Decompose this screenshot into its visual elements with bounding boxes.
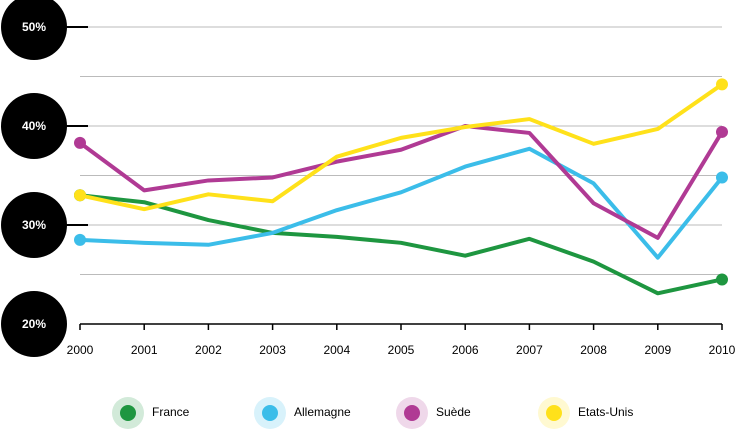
- x-tick-label: 2002: [195, 343, 222, 357]
- series-line: [79, 193, 723, 296]
- end-point: [716, 78, 728, 91]
- legend-label: Allemagne: [294, 405, 351, 419]
- y-tick-badge: [1, 93, 67, 159]
- x-tick-label: 2005: [388, 343, 415, 357]
- y-tick-badge: [1, 192, 67, 258]
- y-tick-badge: [1, 291, 67, 357]
- x-tick-label: 2007: [516, 343, 543, 357]
- end-point: [716, 273, 728, 286]
- x-tick-label: 2009: [644, 343, 671, 357]
- end-point: [74, 136, 86, 149]
- y-tick-label: 30%: [22, 218, 46, 232]
- x-tick-label: 2001: [131, 343, 158, 357]
- series-line: [79, 146, 724, 260]
- x-tick-label: 2010: [709, 343, 736, 357]
- end-point: [74, 189, 86, 202]
- x-tick-label: 2003: [259, 343, 286, 357]
- x-tick-label: 2008: [580, 343, 607, 357]
- end-point: [716, 171, 728, 184]
- y-tick-label: 50%: [22, 20, 46, 34]
- x-tick-label: 2004: [323, 343, 350, 357]
- legend-label: Suède: [436, 405, 471, 419]
- y-tick-label: 40%: [22, 119, 46, 133]
- legend-label: France: [152, 405, 190, 419]
- legend-swatch: [546, 405, 562, 421]
- series-line: [78, 124, 724, 240]
- legend-swatch: [120, 405, 136, 421]
- end-point: [74, 233, 86, 246]
- legend-swatch: [262, 405, 278, 421]
- legend-label: Etats-Unis: [578, 405, 633, 419]
- series-line: [79, 82, 724, 212]
- x-tick-label: 2006: [452, 343, 479, 357]
- x-tick-label: 2000: [67, 343, 94, 357]
- y-tick-badge: [1, 0, 67, 60]
- y-tick-label: 20%: [22, 317, 46, 331]
- end-point: [716, 125, 728, 138]
- legend-swatch: [404, 405, 420, 421]
